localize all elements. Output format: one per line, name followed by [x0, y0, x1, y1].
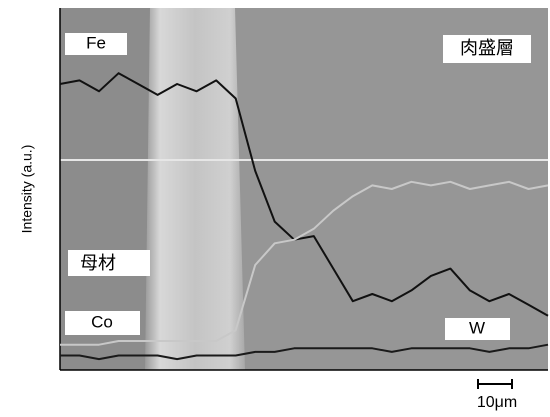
series-label: Fe: [86, 33, 106, 52]
annotation: 母材: [80, 253, 116, 273]
series-label: W: [469, 318, 485, 337]
label-box: [68, 250, 150, 276]
label-box: [65, 311, 140, 335]
series-label: Co: [91, 312, 113, 331]
y-axis-label: Intensity (a.u.): [19, 145, 35, 234]
data-line: [60, 180, 549, 346]
data-line: [60, 343, 549, 361]
base-metal-region: [60, 8, 155, 370]
label-box: [445, 318, 510, 340]
annotation: 肉盛層: [460, 38, 514, 58]
label-box: [65, 33, 127, 55]
data-line: [59, 72, 549, 317]
scan-line: [60, 159, 548, 161]
scale-bar: [477, 379, 513, 389]
label-box: [443, 35, 531, 63]
interface-band: [145, 8, 245, 370]
line-layer: [59, 72, 549, 361]
scale-bar-label: 10μm: [477, 394, 517, 411]
